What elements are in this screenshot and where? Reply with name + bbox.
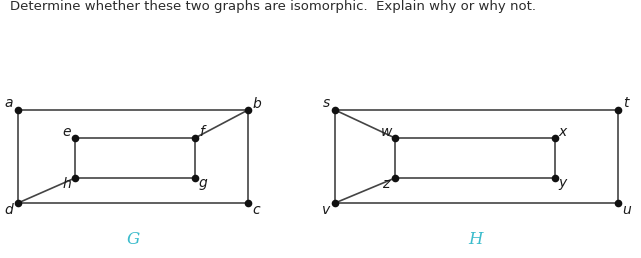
Text: $\mathit{c}$: $\mathit{c}$ [253, 203, 262, 217]
Text: Determine whether these two graphs are isomorphic.  Explain why or why not.: Determine whether these two graphs are i… [10, 0, 536, 13]
Text: $\mathit{z}$: $\mathit{z}$ [382, 177, 392, 191]
Text: H: H [469, 231, 483, 248]
Text: $\mathit{u}$: $\mathit{u}$ [622, 203, 632, 217]
Text: $\mathit{v}$: $\mathit{v}$ [320, 203, 331, 217]
Text: $\mathit{h}$: $\mathit{h}$ [62, 176, 72, 191]
Text: $\mathit{g}$: $\mathit{g}$ [198, 176, 208, 191]
Text: $\mathit{e}$: $\mathit{e}$ [62, 125, 72, 139]
Text: $\mathit{t}$: $\mathit{t}$ [623, 96, 631, 110]
Text: $\mathit{y}$: $\mathit{y}$ [558, 176, 569, 191]
Text: $\mathit{a}$: $\mathit{a}$ [4, 96, 14, 110]
Text: G: G [126, 231, 140, 248]
Text: $\mathit{w}$: $\mathit{w}$ [380, 125, 394, 139]
Text: $\mathit{b}$: $\mathit{b}$ [252, 95, 262, 110]
Text: $\mathit{d}$: $\mathit{d}$ [4, 203, 15, 217]
Text: $\mathit{x}$: $\mathit{x}$ [558, 125, 569, 139]
Text: $\mathit{s}$: $\mathit{s}$ [322, 96, 331, 110]
Text: $\mathit{f}$: $\mathit{f}$ [199, 125, 207, 140]
